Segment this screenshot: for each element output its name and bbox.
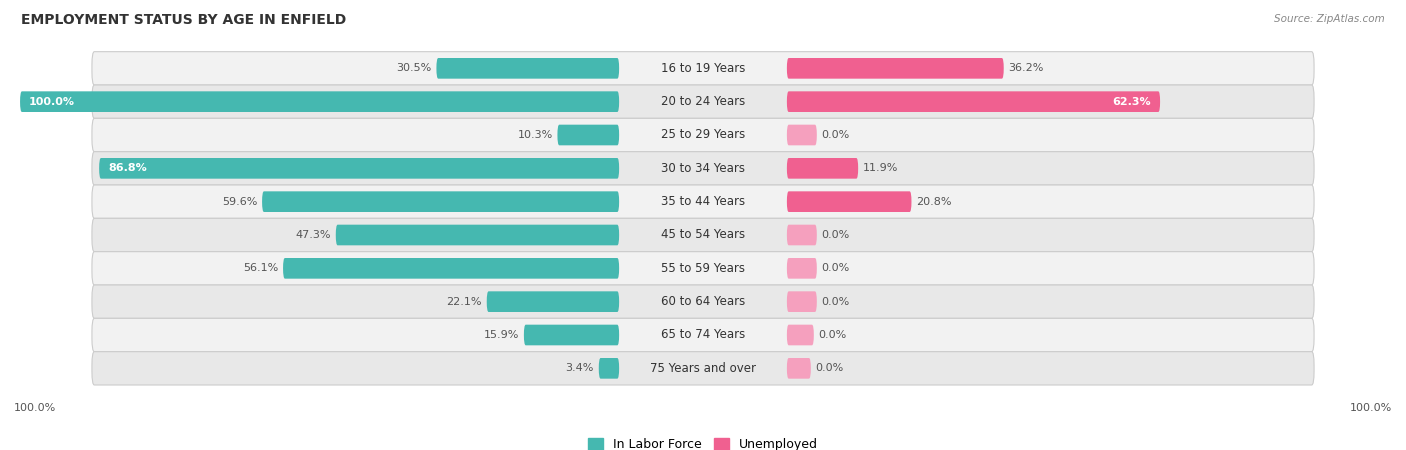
- FancyBboxPatch shape: [436, 58, 619, 79]
- FancyBboxPatch shape: [91, 351, 1315, 385]
- Text: 22.1%: 22.1%: [447, 297, 482, 306]
- FancyBboxPatch shape: [91, 285, 1315, 318]
- FancyBboxPatch shape: [262, 191, 619, 212]
- FancyBboxPatch shape: [486, 291, 619, 312]
- Text: 0.0%: 0.0%: [821, 230, 849, 240]
- Text: 59.6%: 59.6%: [222, 197, 257, 207]
- Text: 0.0%: 0.0%: [818, 330, 846, 340]
- Text: 10.3%: 10.3%: [517, 130, 553, 140]
- Text: 30 to 34 Years: 30 to 34 Years: [661, 162, 745, 175]
- Text: 0.0%: 0.0%: [821, 263, 849, 273]
- Text: 20.8%: 20.8%: [917, 197, 952, 207]
- FancyBboxPatch shape: [91, 152, 1315, 185]
- FancyBboxPatch shape: [787, 258, 817, 279]
- FancyBboxPatch shape: [787, 324, 814, 345]
- FancyBboxPatch shape: [20, 91, 619, 112]
- Text: 30.5%: 30.5%: [396, 63, 432, 73]
- Legend: In Labor Force, Unemployed: In Labor Force, Unemployed: [583, 433, 823, 450]
- Text: 36.2%: 36.2%: [1008, 63, 1043, 73]
- FancyBboxPatch shape: [787, 125, 817, 145]
- Text: 62.3%: 62.3%: [1112, 97, 1152, 107]
- Text: 35 to 44 Years: 35 to 44 Years: [661, 195, 745, 208]
- FancyBboxPatch shape: [283, 258, 619, 279]
- Text: EMPLOYMENT STATUS BY AGE IN ENFIELD: EMPLOYMENT STATUS BY AGE IN ENFIELD: [21, 14, 346, 27]
- Text: 56.1%: 56.1%: [243, 263, 278, 273]
- Text: 47.3%: 47.3%: [295, 230, 330, 240]
- FancyBboxPatch shape: [787, 291, 817, 312]
- FancyBboxPatch shape: [91, 318, 1315, 351]
- Text: 16 to 19 Years: 16 to 19 Years: [661, 62, 745, 75]
- Text: 100.0%: 100.0%: [14, 403, 56, 414]
- FancyBboxPatch shape: [100, 158, 619, 179]
- Text: 0.0%: 0.0%: [815, 363, 844, 374]
- Text: 25 to 29 Years: 25 to 29 Years: [661, 129, 745, 141]
- Text: 0.0%: 0.0%: [821, 297, 849, 306]
- Text: 75 Years and over: 75 Years and over: [650, 362, 756, 375]
- FancyBboxPatch shape: [599, 358, 619, 378]
- FancyBboxPatch shape: [91, 85, 1315, 118]
- FancyBboxPatch shape: [557, 125, 619, 145]
- Text: 15.9%: 15.9%: [484, 330, 519, 340]
- Text: 3.4%: 3.4%: [565, 363, 593, 374]
- FancyBboxPatch shape: [91, 185, 1315, 218]
- FancyBboxPatch shape: [336, 225, 619, 245]
- FancyBboxPatch shape: [787, 91, 1160, 112]
- FancyBboxPatch shape: [91, 252, 1315, 285]
- Text: 86.8%: 86.8%: [108, 163, 146, 173]
- Text: 0.0%: 0.0%: [821, 130, 849, 140]
- FancyBboxPatch shape: [787, 358, 811, 378]
- Text: Source: ZipAtlas.com: Source: ZipAtlas.com: [1274, 14, 1385, 23]
- Text: 11.9%: 11.9%: [863, 163, 898, 173]
- Text: 20 to 24 Years: 20 to 24 Years: [661, 95, 745, 108]
- FancyBboxPatch shape: [787, 158, 858, 179]
- Text: 60 to 64 Years: 60 to 64 Years: [661, 295, 745, 308]
- FancyBboxPatch shape: [787, 191, 911, 212]
- Text: 45 to 54 Years: 45 to 54 Years: [661, 229, 745, 242]
- FancyBboxPatch shape: [787, 58, 1004, 79]
- FancyBboxPatch shape: [91, 118, 1315, 152]
- Text: 100.0%: 100.0%: [30, 97, 75, 107]
- Text: 55 to 59 Years: 55 to 59 Years: [661, 262, 745, 275]
- FancyBboxPatch shape: [91, 218, 1315, 252]
- FancyBboxPatch shape: [91, 52, 1315, 85]
- Text: 65 to 74 Years: 65 to 74 Years: [661, 328, 745, 342]
- FancyBboxPatch shape: [787, 225, 817, 245]
- Text: 100.0%: 100.0%: [1350, 403, 1392, 414]
- FancyBboxPatch shape: [524, 324, 619, 345]
